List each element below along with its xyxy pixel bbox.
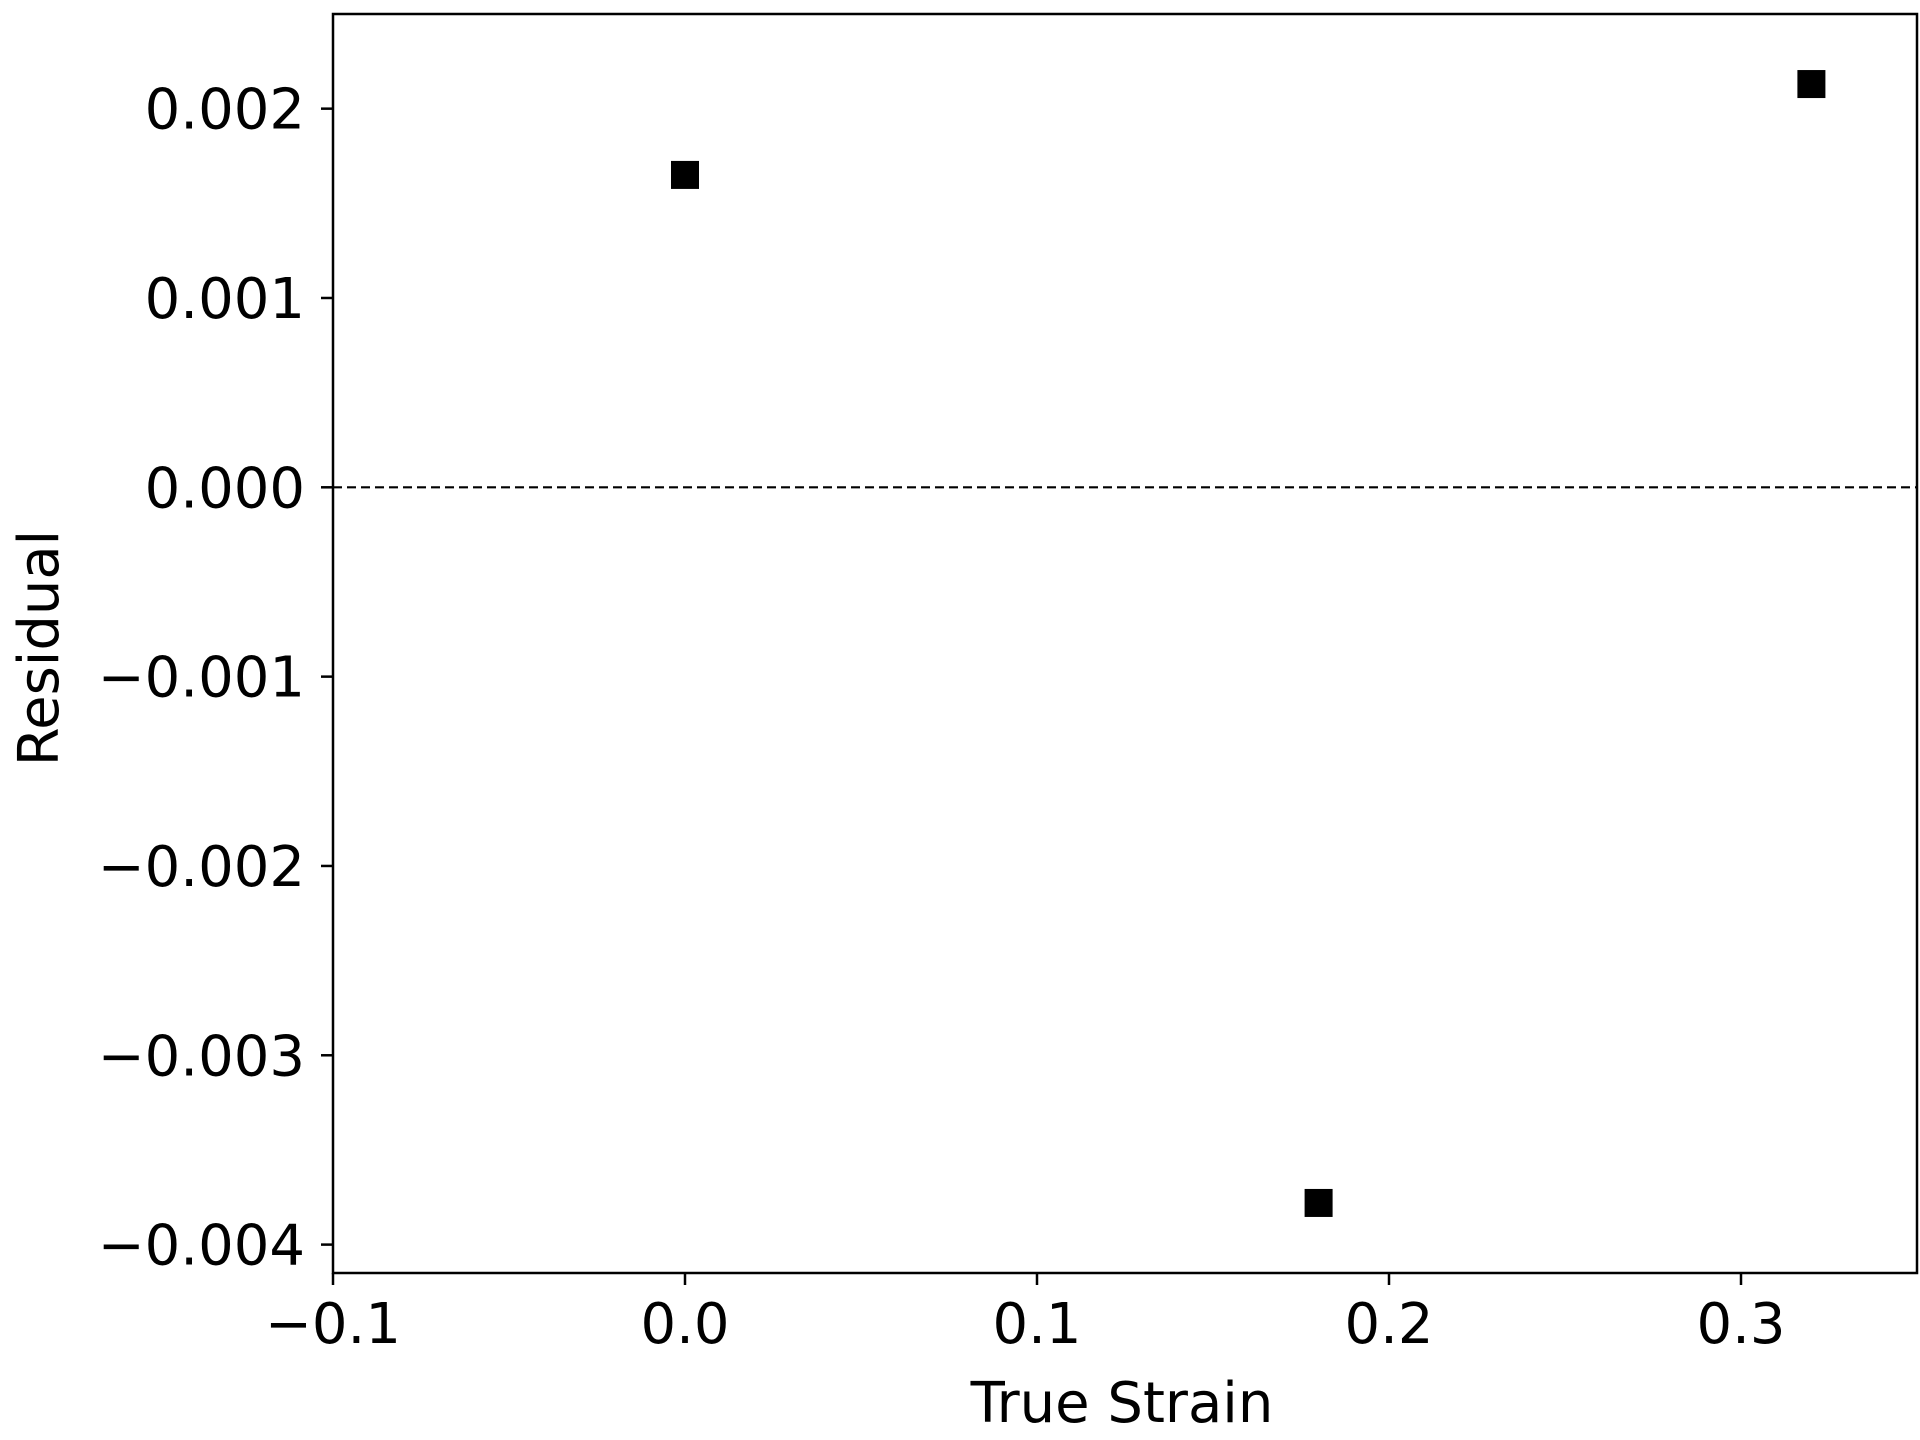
plot-area bbox=[331, 12, 1919, 1275]
plot-frame bbox=[331, 12, 1919, 1275]
y-axis-label: Residual bbox=[7, 530, 72, 767]
y-tick-label: 0.001 bbox=[145, 267, 305, 332]
y-tick-label: 0.000 bbox=[145, 456, 305, 521]
y-axis-ticks: −0.004 −0.003 −0.002 −0.001 0.000 0.001 0.002 bbox=[98, 78, 333, 1279]
x-tick-label: 0.0 bbox=[640, 1292, 729, 1357]
y-tick-label: −0.001 bbox=[98, 646, 305, 711]
y-tick-label: 0.002 bbox=[145, 78, 305, 143]
y-tick-label: −0.003 bbox=[98, 1024, 305, 1089]
x-tick-label: −0.1 bbox=[265, 1292, 401, 1357]
y-tick-label: −0.004 bbox=[98, 1214, 305, 1279]
x-tick-label: 0.3 bbox=[1696, 1292, 1785, 1357]
x-tick-label: 0.1 bbox=[992, 1292, 1081, 1357]
x-tick-label: 0.2 bbox=[1344, 1292, 1433, 1357]
data-point bbox=[1304, 1188, 1333, 1217]
y-tick-label: −0.002 bbox=[98, 835, 305, 900]
data-point bbox=[671, 160, 699, 189]
data-points-layer bbox=[671, 70, 1826, 1217]
x-axis-label: True Strain bbox=[970, 1371, 1274, 1436]
data-point bbox=[1797, 70, 1826, 99]
x-axis-ticks: −0.1 0.0 0.1 0.2 0.3 bbox=[265, 1273, 1786, 1357]
